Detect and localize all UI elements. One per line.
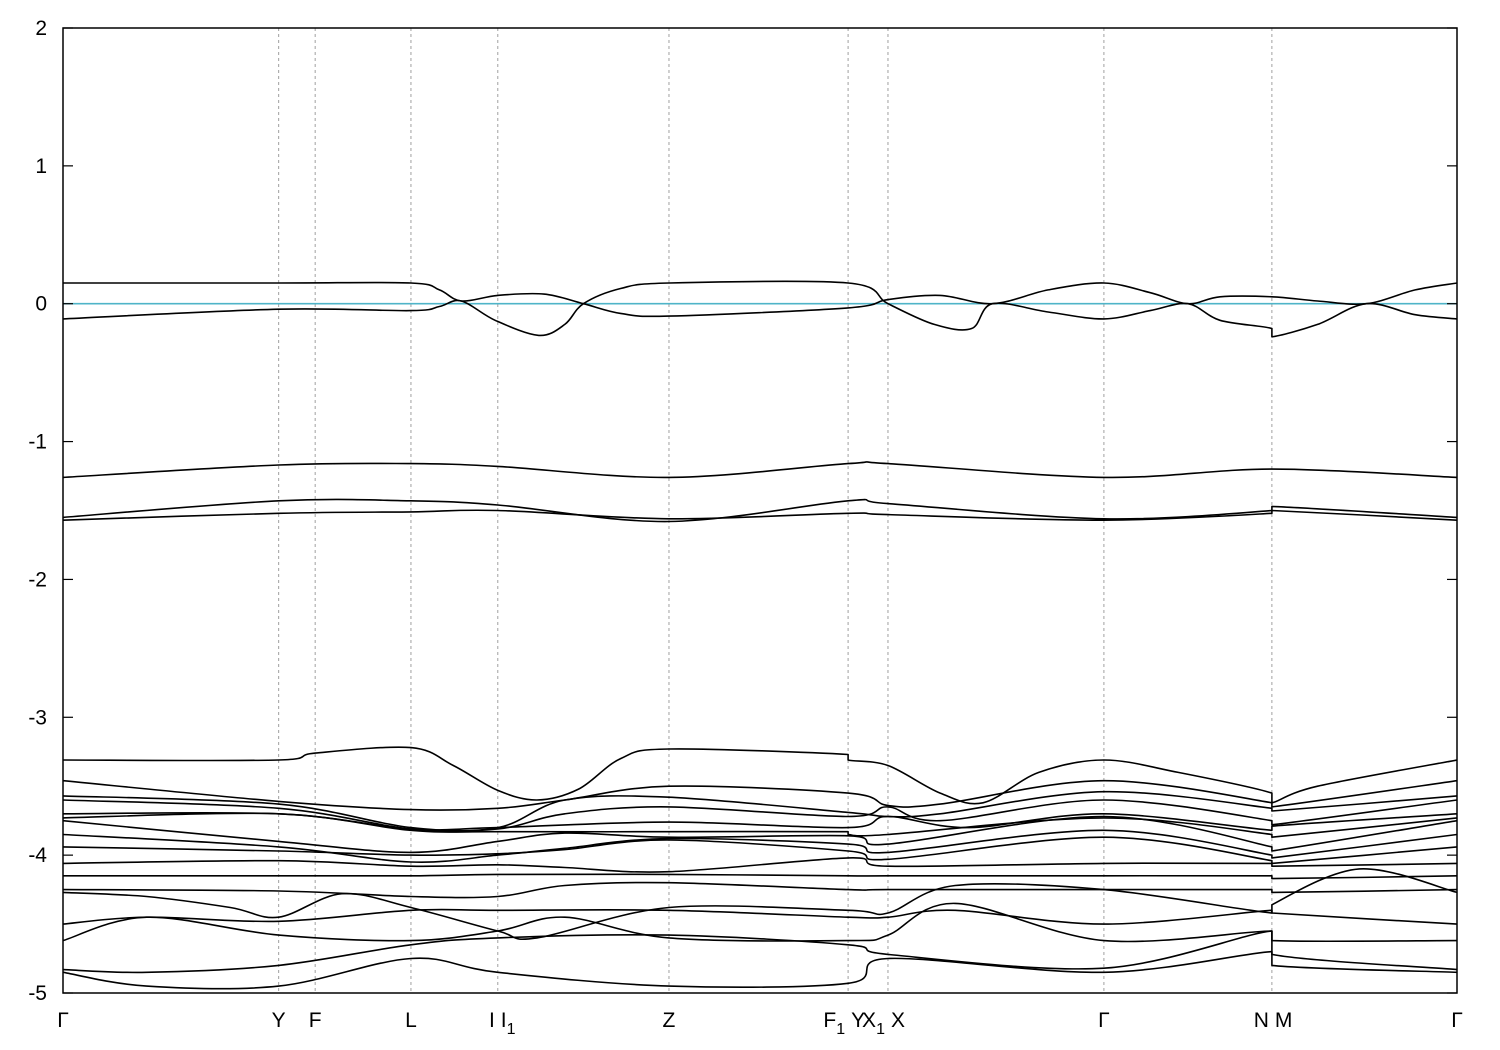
y-tick-label: -4 [28, 844, 47, 867]
band-line-17 [63, 881, 1457, 899]
y-tick-label: -1 [28, 431, 47, 454]
band-line-21 [63, 930, 1457, 974]
band-line-1 [63, 281, 1457, 318]
kpoint-label: I [489, 1009, 495, 1032]
kpoint-label: N [1254, 1009, 1269, 1032]
y-tick-label: -3 [28, 706, 47, 729]
band-line-19 [63, 908, 1457, 925]
band-line-4 [63, 498, 1457, 523]
kpoint-label: L [405, 1009, 417, 1032]
band-line-22 [63, 950, 1457, 990]
y-tick-label: 1 [35, 155, 47, 178]
plot-frame [62, 27, 1458, 994]
band-line-12 [63, 815, 1457, 854]
band-line-5 [63, 509, 1457, 522]
kpoint-label: Y [272, 1009, 286, 1032]
band-line-14 [63, 836, 1457, 865]
band-line-7 [63, 779, 1457, 811]
kpoint-label: Γ [57, 1009, 69, 1032]
band-line-10 [63, 811, 1457, 832]
kpoint-label: Y [851, 1009, 865, 1032]
kpoint-label: X1 [862, 1009, 885, 1038]
band-line-3 [63, 461, 1457, 479]
band-line-20 [63, 902, 1457, 943]
band-line-15 [63, 857, 1457, 873]
y-tick-label: 2 [35, 17, 47, 40]
kpoint-label: Z [663, 1009, 676, 1032]
kpoint-label: F1 [823, 1009, 845, 1038]
y-tick-label: -5 [28, 982, 47, 1005]
kpoint-label: M [1275, 1009, 1293, 1032]
y-tick-label: 0 [35, 293, 47, 316]
band-line-8 [63, 790, 1457, 832]
band-line-11 [63, 812, 1457, 838]
band-line-13 [63, 829, 1457, 864]
band-line-18 [63, 868, 1457, 940]
band-line-2 [63, 280, 1457, 338]
band-line-16 [63, 873, 1457, 880]
y-axis-ticks: -5 -4 -3 -2 -1 0 1 2 [28, 17, 1457, 1005]
kpoint-label: F [309, 1009, 322, 1032]
band-curves [63, 280, 1457, 990]
x-axis-kpoint-labels: Γ Y F L I I1 Z F1 YX1 X Γ N M Γ [57, 1009, 1463, 1038]
kpoint-label: Γ [1451, 1009, 1463, 1032]
kpoint-label: Γ [1098, 1009, 1110, 1032]
kpoint-label: X [891, 1009, 905, 1032]
band-line-6 [63, 746, 1457, 805]
kpoint-label: I1 [501, 1009, 516, 1038]
band-line-9 [63, 799, 1457, 833]
y-tick-label: -2 [28, 568, 47, 591]
